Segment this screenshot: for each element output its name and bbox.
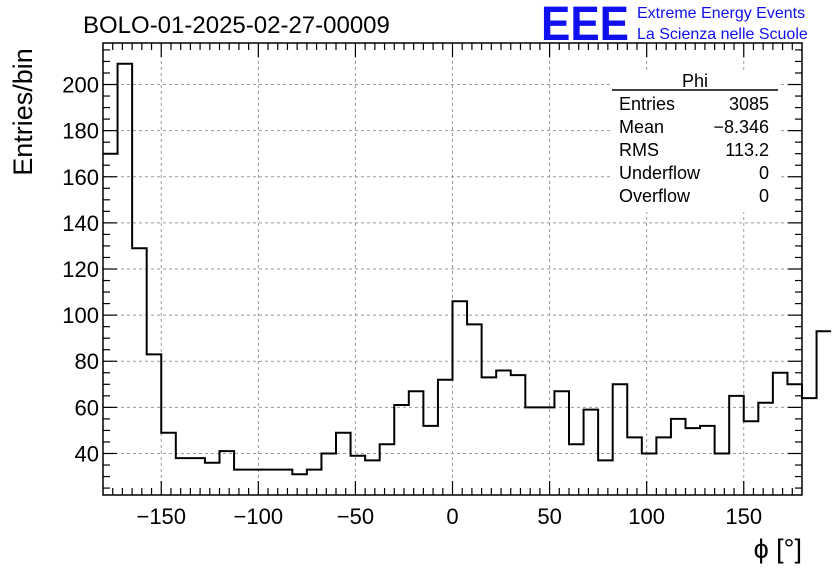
y-tick-label: 140: [62, 211, 99, 236]
eee-logo-mark: EEE: [541, 0, 629, 51]
y-tick-label: 80: [75, 349, 99, 374]
stats-box-background: [612, 72, 778, 212]
stats-overflow-value: 0: [759, 186, 769, 206]
stats-box-title: Phi: [682, 71, 708, 91]
y-tick-label: 100: [62, 303, 99, 328]
stats-rms-label: RMS: [619, 140, 659, 160]
chart-title: BOLO-01-2025-02-27-00009: [83, 12, 390, 39]
eee-logo-line2: La Scienza nelle Scuole: [637, 26, 808, 43]
y-tick-label: 40: [75, 441, 99, 466]
grid-lines: [103, 43, 802, 495]
eee-logo: EEE Extreme Energy Events La Scienza nel…: [541, 0, 808, 51]
histogram-series: [103, 62, 832, 476]
y-tick-label: 160: [62, 165, 99, 190]
x-tick-label: 100: [628, 504, 665, 529]
x-tick-label: 0: [446, 504, 458, 529]
y-tick-labels: 40 60 80 100 120 140 160 180 200: [62, 73, 99, 467]
stats-mean-value: −8.346: [713, 117, 769, 137]
stats-mean-label: Mean: [619, 117, 664, 137]
x-tick-labels: −150 −100 −50 0 50 100 150: [136, 504, 762, 529]
y-tick-label: 180: [62, 119, 99, 144]
y-tick-label: 60: [75, 395, 99, 420]
y-tick-label: 200: [62, 73, 99, 98]
axis-ticks: [103, 43, 802, 495]
y-tick-label: 120: [62, 257, 99, 282]
stats-entries-value: 3085: [729, 94, 769, 114]
x-tick-label: −50: [337, 504, 374, 529]
stats-entries-label: Entries: [619, 94, 675, 114]
x-axis-label: ϕ [°]: [754, 534, 802, 564]
x-tick-label: 50: [537, 504, 561, 529]
stats-underflow-label: Underflow: [619, 163, 701, 183]
stats-overflow-label: Overflow: [619, 186, 691, 206]
x-tick-label: −150: [136, 504, 186, 529]
stats-rms-value: 113.2: [725, 140, 769, 160]
stats-underflow-value: 0: [759, 163, 769, 183]
stats-box: Phi Entries 3085 Mean −8.346 RMS 113.2 U…: [612, 71, 778, 212]
x-tick-label: 150: [725, 504, 762, 529]
x-tick-label: −100: [234, 504, 284, 529]
y-axis-label: Entries/bin: [8, 48, 38, 176]
eee-logo-line1: Extreme Energy Events: [637, 5, 805, 22]
